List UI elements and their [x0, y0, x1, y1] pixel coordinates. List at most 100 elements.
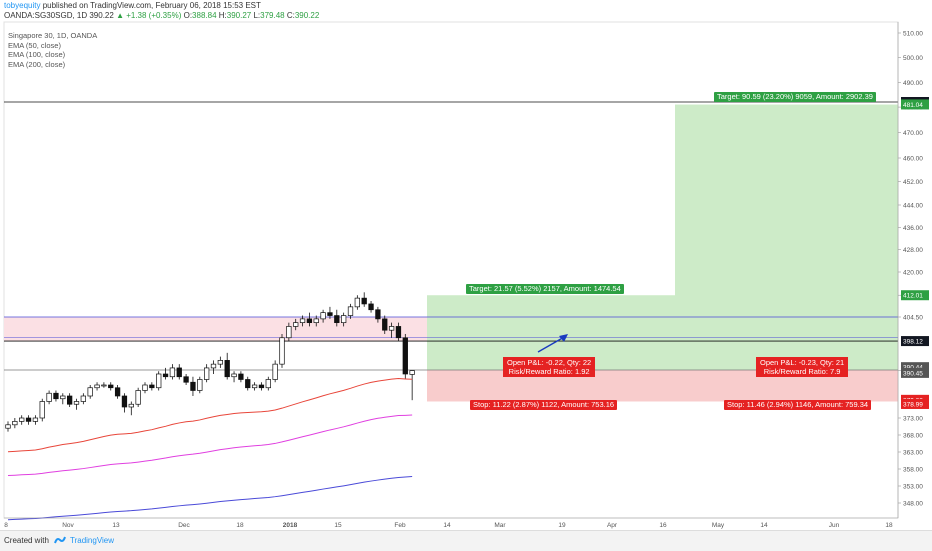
candle-body[interactable]: [341, 315, 347, 324]
time-tick-label: Dec: [178, 522, 190, 529]
price-chart[interactable]: 510.00500.00490.00480.00470.00460.00452.…: [0, 0, 932, 530]
price-pill[interactable]: [901, 336, 929, 347]
candle-body[interactable]: [286, 326, 292, 339]
author-link[interactable]: tobyequity: [4, 1, 41, 10]
candle-body[interactable]: [258, 384, 265, 389]
candle-body[interactable]: [101, 384, 107, 387]
candle-body[interactable]: [149, 384, 155, 389]
candle-body[interactable]: [224, 360, 230, 378]
candle-body[interactable]: [114, 387, 121, 397]
symbol-line: OANDA:SG30SGD, 1D 390.22 ▲ +1.38 (+0.35%…: [4, 11, 319, 20]
candle-body[interactable]: [128, 403, 134, 408]
position1-pl-box[interactable]: Open P&L: -0.22, Qty: 22 Risk/Reward Rat…: [503, 357, 596, 377]
position2-rr: Risk/Reward Ratio: 7.9: [763, 367, 841, 376]
publish-text: published on TradingView.com, February 0…: [40, 1, 261, 10]
candle-body[interactable]: [32, 417, 39, 422]
candle-body[interactable]: [169, 367, 176, 378]
candle-body[interactable]: [402, 337, 408, 375]
candle-body[interactable]: [142, 384, 148, 391]
legend-ema50[interactable]: EMA (50, close): [8, 40, 61, 50]
candle-body[interactable]: [53, 392, 59, 400]
ema200-line[interactable]: [7, 476, 413, 521]
price-tick-label: 444.00: [903, 203, 923, 210]
candle-body[interactable]: [156, 373, 162, 389]
position2-target-label[interactable]: Target: 90.59 (23.20%) 9059, Amount: 290…: [714, 92, 876, 102]
price-tick-label: 420.00: [903, 270, 923, 277]
candle-body[interactable]: [238, 373, 244, 380]
candle-body[interactable]: [183, 376, 189, 383]
price-pill[interactable]: [901, 362, 929, 373]
ema100-line[interactable]: [7, 414, 413, 477]
price-pill[interactable]: [901, 398, 929, 409]
position1-target-label[interactable]: Target: 21.57 (5.52%) 2157, Amount: 1474…: [466, 284, 624, 294]
candle-body[interactable]: [135, 390, 141, 405]
change-text: ▲ +1.38 (+0.35%): [116, 11, 182, 20]
candle-body[interactable]: [245, 379, 251, 389]
candle-body[interactable]: [121, 395, 128, 408]
candle-body[interactable]: [190, 381, 196, 391]
candle-body[interactable]: [217, 360, 224, 365]
ema50-line[interactable]: [7, 378, 413, 453]
candle-body[interactable]: [39, 401, 45, 419]
price-tick-label: 490.00: [903, 80, 923, 87]
candle-body[interactable]: [272, 363, 278, 380]
candle-body[interactable]: [251, 384, 258, 389]
candle-body[interactable]: [210, 363, 217, 369]
candle-body[interactable]: [375, 309, 381, 320]
candle-body[interactable]: [25, 417, 32, 422]
legend-ema200[interactable]: EMA (200, close): [8, 59, 66, 69]
candle-body[interactable]: [313, 318, 319, 324]
candle-body[interactable]: [361, 297, 367, 305]
candle-body[interactable]: [19, 417, 25, 422]
candle-body[interactable]: [334, 315, 340, 324]
time-tick-label: 16: [659, 522, 667, 529]
candle-body[interactable]: [231, 373, 237, 378]
candle-body[interactable]: [162, 373, 169, 378]
candle-body[interactable]: [299, 318, 306, 324]
price-tick-label: 368.00: [903, 433, 923, 440]
time-tick-label: May: [712, 522, 725, 529]
time-tick-label: 18: [885, 522, 893, 529]
candle-body[interactable]: [347, 306, 354, 316]
candle-body[interactable]: [409, 370, 415, 375]
price-pill[interactable]: [901, 290, 929, 301]
candle-body[interactable]: [80, 395, 87, 402]
price-pill-label: 481.04: [903, 102, 923, 109]
candle-body[interactable]: [46, 392, 52, 402]
projection-arrow-head[interactable]: [559, 334, 568, 342]
tradingview-brand[interactable]: TradingView: [70, 536, 115, 545]
candle-body[interactable]: [87, 387, 93, 397]
candle-body[interactable]: [395, 326, 402, 339]
candle-body[interactable]: [94, 384, 100, 389]
candle-body[interactable]: [293, 322, 299, 327]
candle-body[interactable]: [320, 312, 326, 320]
candle-body[interactable]: [306, 318, 313, 324]
candle-body[interactable]: [354, 297, 360, 308]
candle-body[interactable]: [279, 337, 285, 365]
candle-body[interactable]: [5, 424, 11, 429]
position2-target-zone[interactable]: [675, 104, 898, 370]
candle-body[interactable]: [66, 395, 73, 405]
position2-stop-label[interactable]: Stop: 11.46 (2.94%) 1146, Amount: 759.34: [724, 400, 872, 410]
price-pill[interactable]: [901, 99, 929, 110]
legend-ema100[interactable]: EMA (100, close): [8, 50, 66, 59]
candle-body[interactable]: [382, 318, 388, 331]
price-pill[interactable]: [901, 367, 929, 378]
candle-body[interactable]: [197, 379, 203, 391]
candle-body[interactable]: [388, 326, 395, 331]
open-label: O:: [183, 11, 193, 20]
position1-stop-label[interactable]: Stop: 11.22 (2.87%) 1122, Amount: 753.16: [470, 400, 618, 410]
candle-body[interactable]: [368, 303, 374, 311]
candle-body[interactable]: [176, 367, 182, 378]
candle-body[interactable]: [265, 379, 271, 389]
tradingview-logo-icon[interactable]: [53, 534, 67, 548]
low-label: L:: [253, 11, 261, 20]
candle-body[interactable]: [60, 395, 66, 400]
candle-body[interactable]: [73, 401, 80, 405]
candle-body[interactable]: [12, 421, 18, 426]
candle-body[interactable]: [327, 312, 333, 316]
candle-body[interactable]: [108, 384, 114, 389]
price-tick-label: 452.00: [903, 179, 923, 186]
position2-pl-box[interactable]: Open P&L: -0.23, Qty: 21 Risk/Reward Rat…: [756, 357, 849, 377]
candle-body[interactable]: [204, 367, 210, 380]
